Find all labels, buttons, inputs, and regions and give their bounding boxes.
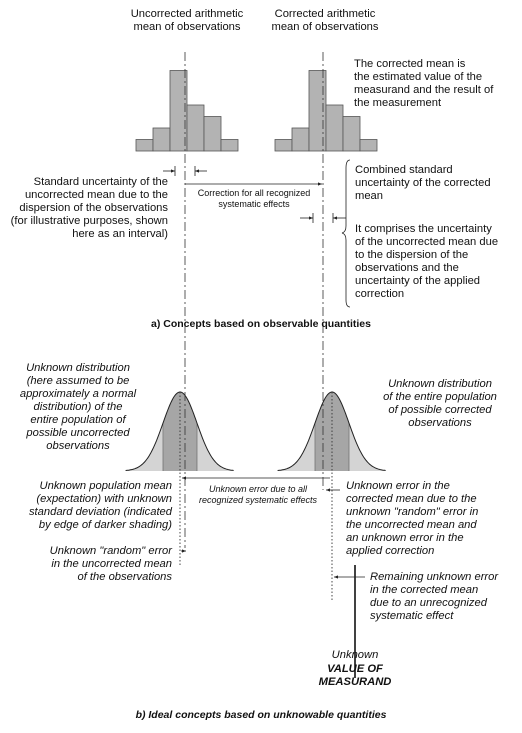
histogram-bar [291,127,310,152]
label-corrected-mean: Corrected arithmetic mean of observation… [271,8,379,33]
note-remaining-error: Remaining unknown error in the corrected… [370,571,499,622]
label-value-of-measurand: VALUE OF MEASURAND [318,663,392,688]
note-correction: Correction for all recognized systematic… [197,188,311,209]
histogram-bar [152,127,171,152]
histogram-uncorrected [135,70,239,152]
histogram-bar [274,139,293,152]
note-unknown-error-systematic: Unknown error due to all recognized syst… [198,484,318,505]
note-corrected-mean: The corrected mean is the estimated valu… [354,58,494,109]
note-unknown-distribution-right: Unknown distribution of the entire popul… [383,378,497,429]
histogram-bar [169,70,188,152]
note-unknown-error-corrected: Unknown error in the corrected mean due … [346,480,479,557]
histogram-bar [203,116,222,152]
note-population-mean: Unknown population mean (expectation) wi… [28,480,172,531]
histogram-bar [342,116,361,152]
histogram-bar [308,70,327,152]
histogram-corrected [274,70,378,152]
caption-part-b: b) Ideal concepts based on unknowable qu… [135,709,387,721]
note-random-error: Unknown "random" error in the uncorrecte… [49,545,172,583]
note-standard-uncertainty: Standard uncertainty of the uncorrected … [10,176,168,240]
note-comprises: It comprises the uncertainty of the unco… [355,223,499,300]
combined-uncertainty-interval [300,213,346,223]
label-unknown: Unknown [331,649,379,661]
normal-distribution-curves [125,391,387,471]
label-uncorrected-mean: Uncorrected arithmetic mean of observati… [130,8,244,33]
histogram-bar [135,139,154,152]
note-combined-uncertainty: Combined standard uncertainty of the cor… [355,164,491,202]
combined-uncertainty-brace [341,159,351,308]
note-unknown-distribution-left: Unknown distribution (here assumed to be… [19,362,137,452]
histogram-bar [220,139,239,152]
histogram-bar [325,104,344,152]
histogram-bar [359,139,378,152]
standard-uncertainty-interval [163,166,207,176]
histogram-bar [186,104,205,152]
caption-part-a: a) Concepts based on observable quantiti… [151,318,371,330]
